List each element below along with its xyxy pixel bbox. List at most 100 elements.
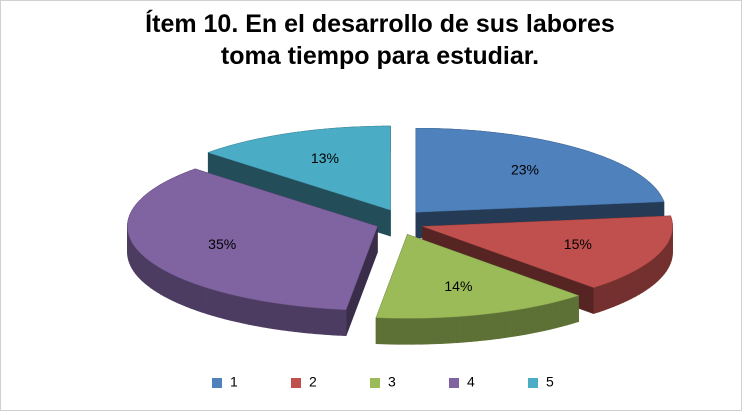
slice-wall (139, 251, 143, 282)
legend-swatch (212, 378, 222, 388)
slice-wall (397, 318, 406, 345)
slice-wall (383, 317, 391, 345)
slice-wall (405, 318, 413, 345)
slice-wall (518, 308, 526, 336)
slice-wall (309, 306, 318, 335)
slice-wall (177, 276, 183, 306)
slice-wall (635, 267, 640, 297)
slice-wall (196, 283, 202, 313)
slice-wall (498, 311, 506, 339)
slice-wall (561, 298, 568, 327)
slice-wall (338, 309, 347, 337)
slice-wall (555, 300, 563, 329)
slice-wall (323, 308, 332, 336)
slice-wall (181, 278, 187, 308)
slice-wall (613, 278, 619, 307)
legend-swatch (291, 378, 301, 388)
slice-wall (549, 301, 557, 330)
slice-wall (649, 258, 653, 289)
slice-wall (642, 263, 647, 293)
slice-wall (419, 317, 428, 345)
slice-wall (463, 315, 471, 343)
slice-wall (172, 274, 178, 304)
slice-wall (254, 299, 262, 328)
slice-wall (168, 272, 174, 302)
slice-wall (524, 306, 532, 335)
slice-wall (426, 317, 435, 345)
slice-wall (390, 317, 399, 345)
slice-wall (627, 272, 632, 302)
slice-wall (217, 290, 225, 320)
data-label: 14% (444, 278, 472, 294)
pie-slice (375, 234, 580, 319)
legend-label: 3 (388, 374, 396, 390)
slice-wall (153, 263, 158, 293)
slice-group (207, 125, 391, 237)
slice-wall (302, 306, 311, 334)
slice-group (127, 168, 378, 337)
slice-wall (288, 304, 296, 333)
slice-wall (267, 301, 276, 330)
slice-wall (631, 269, 636, 300)
slice-wall (477, 313, 485, 342)
slice-wall (206, 287, 213, 316)
legend-label: 5 (546, 374, 554, 390)
slice-wall (598, 283, 605, 313)
legend-label: 4 (467, 374, 475, 390)
data-label: 13% (311, 150, 339, 166)
data-label: 23% (511, 161, 539, 177)
slice-wall (201, 285, 208, 315)
slice-wall (543, 302, 551, 332)
legend-label: 1 (230, 374, 238, 390)
slice-wall (456, 315, 464, 344)
slice-wall (531, 305, 539, 334)
slice-wall (593, 285, 600, 315)
slice-wall (261, 300, 269, 329)
slice-wall (229, 293, 237, 323)
slice-wall (603, 281, 610, 311)
slice-wall (137, 249, 141, 280)
slice-wall (375, 317, 384, 345)
slice-wall (504, 310, 513, 339)
slice-wall (645, 261, 650, 291)
slice-wall (147, 258, 151, 289)
slice-wall (511, 309, 519, 338)
slice-wall (186, 280, 192, 309)
legend-label: 2 (309, 374, 317, 390)
slice-wall (412, 317, 421, 345)
slice-wall (470, 314, 478, 342)
slice-group (422, 215, 673, 315)
pie-slice (422, 215, 673, 288)
slice-wall (652, 256, 656, 287)
legend-swatch (449, 378, 459, 388)
slice-wall (491, 312, 499, 340)
slice-group (375, 233, 580, 345)
slice-wall (441, 316, 450, 344)
chart-title: Ítem 10. En el desarrollo de sus labores… (145, 10, 615, 70)
pie-slice (207, 125, 391, 211)
slice-wall (572, 295, 579, 324)
slice-wall (144, 256, 148, 287)
slice-wall (191, 282, 197, 311)
pie-slice (415, 127, 665, 213)
slice-wall (448, 316, 457, 344)
slice-wall (618, 276, 624, 305)
slice-wall (223, 292, 231, 321)
slice-wall (150, 261, 155, 291)
legend-swatch (528, 378, 538, 388)
slice-wall (212, 289, 219, 318)
slice-wall (160, 267, 166, 298)
legend-swatch (370, 378, 380, 388)
slice-wall (316, 307, 325, 335)
slice-wall (141, 254, 146, 284)
slice-wall (235, 295, 243, 324)
slice-wall (608, 280, 615, 309)
slice-wall (654, 254, 659, 284)
slice-wall (331, 308, 340, 336)
slice-wall (638, 265, 644, 295)
slice-wall (657, 251, 661, 282)
slice-wall (248, 298, 256, 326)
slice-wall (537, 304, 545, 333)
